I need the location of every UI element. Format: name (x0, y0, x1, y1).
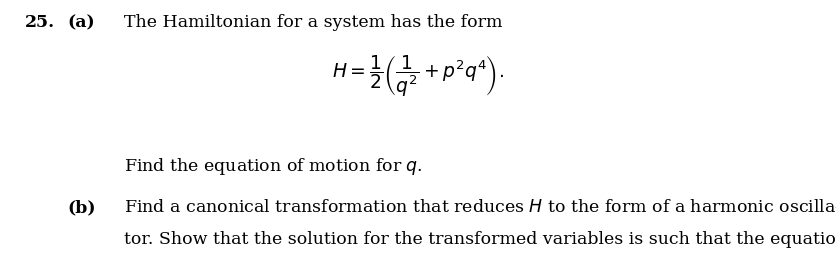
Text: $H = \dfrac{1}{2}\left(\dfrac{1}{q^2} + p^2q^4\right).$: $H = \dfrac{1}{2}\left(\dfrac{1}{q^2} + … (332, 54, 504, 99)
Text: The Hamiltonian for a system has the form: The Hamiltonian for a system has the for… (124, 14, 502, 31)
Text: (b): (b) (67, 198, 95, 215)
Text: 25.: 25. (25, 14, 55, 31)
Text: (a): (a) (67, 14, 94, 31)
Text: Find the equation of motion for $q$.: Find the equation of motion for $q$. (124, 155, 422, 176)
Text: Find a canonical transformation that reduces $H$ to the form of a harmonic oscil: Find a canonical transformation that red… (124, 198, 836, 215)
Text: tor. Show that the solution for the transformed variables is such that the equat: tor. Show that the solution for the tran… (124, 230, 836, 247)
